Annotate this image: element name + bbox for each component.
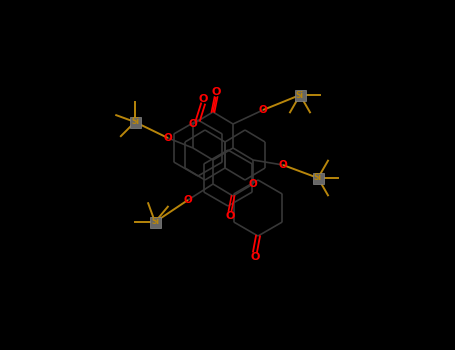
Text: O: O	[225, 211, 235, 221]
Bar	[313, 173, 324, 183]
Text: O: O	[211, 87, 221, 97]
Text: O: O	[278, 160, 288, 170]
Text: Si: Si	[151, 217, 159, 226]
Text: O: O	[164, 133, 172, 143]
Text: Si: Si	[314, 174, 322, 182]
Text: O: O	[189, 119, 197, 129]
Text: Si: Si	[131, 118, 139, 126]
Bar	[294, 90, 305, 100]
Bar	[150, 217, 161, 228]
Text: O: O	[258, 105, 268, 115]
Text: O: O	[248, 179, 258, 189]
Text: O: O	[250, 252, 260, 262]
Text: O: O	[184, 195, 192, 205]
Text: O: O	[198, 94, 207, 104]
Bar	[130, 117, 141, 127]
Text: Si: Si	[296, 91, 304, 99]
